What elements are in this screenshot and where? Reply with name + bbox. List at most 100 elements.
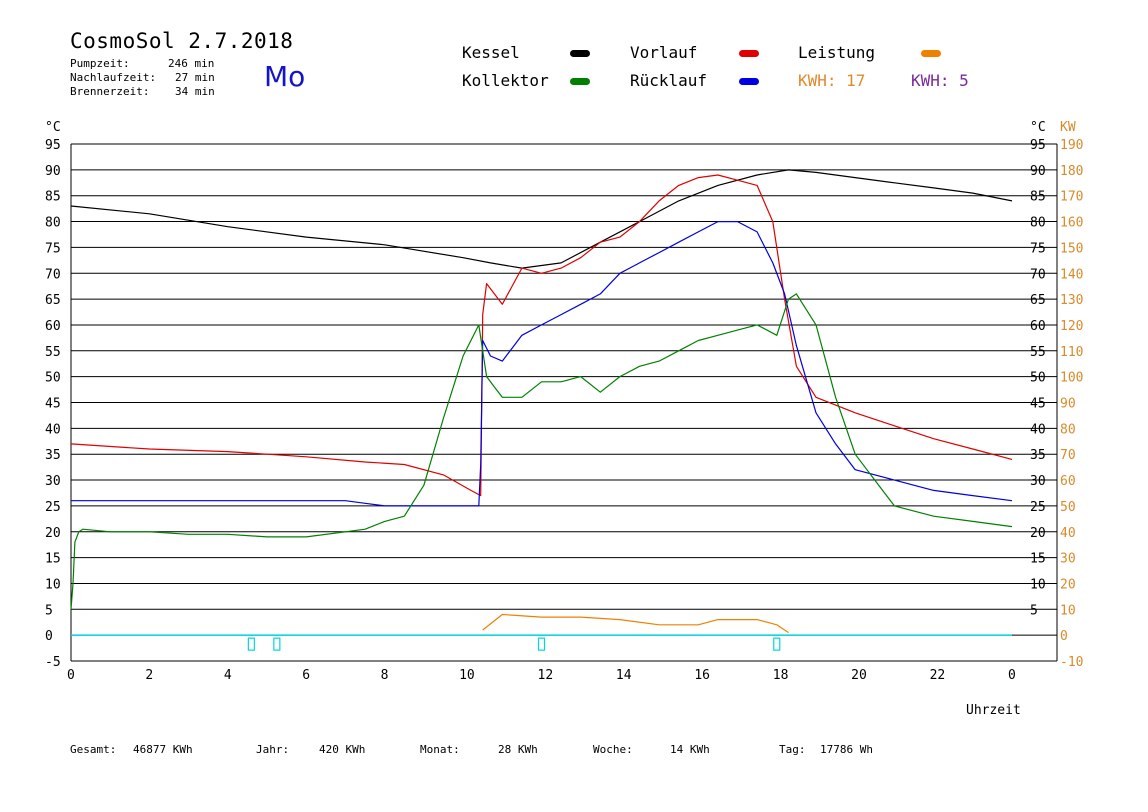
y-tick-left: 55 [45,345,61,360]
y-tick-right: 70 [1030,267,1046,282]
kw-tick: 160 [1060,216,1083,231]
x-tick: 2 [145,668,153,683]
x-tick: 18 [773,668,789,683]
y-tick-right: 20 [1030,526,1046,541]
legend-swatch-ruecklauf [739,78,759,85]
y-tick-left: 45 [45,397,61,412]
stat-value-pumpzeit: 246 min [168,57,215,70]
y-tick-right: 85 [1030,190,1046,205]
pump-marker [537,637,546,651]
kw-tick: 150 [1060,241,1083,256]
y-tick-left: 15 [45,552,61,567]
series-line-kessel [70,169,1013,269]
footer-tag-value: 17786 Wh [820,743,873,756]
y-tick-right: 45 [1030,397,1046,412]
series-line-vorlauf [70,174,1013,497]
x-tick: 16 [694,668,710,683]
kw-tick: 120 [1060,319,1083,334]
y-tick-left: 5 [45,603,53,618]
y-tick-left: 25 [45,500,61,515]
legend-swatch-vorlauf [739,50,759,57]
y-tick-left: -5 [45,655,61,670]
kw-tick: 90 [1060,397,1076,412]
legend-label-kessel: Kessel [462,43,520,62]
kw-tick: 20 [1060,577,1076,592]
x-tick: 6 [302,668,310,683]
y-tick-right: 75 [1030,241,1046,256]
x-tick: 8 [381,668,389,683]
y-tick-right: 55 [1030,345,1046,360]
app-title: CosmoSol 2.7.2018 [70,29,294,53]
kw-axis-unit: KW [1060,120,1076,135]
y-tick-right: 90 [1030,164,1046,179]
x-tick: 22 [930,668,946,683]
kw-tick: 50 [1060,500,1076,515]
y-tick-right: 35 [1030,448,1046,463]
y-tick-right: 50 [1030,371,1046,386]
legend-swatch-leistung [921,50,941,57]
y-tick-right: 25 [1030,500,1046,515]
kw-tick: 140 [1060,267,1083,282]
kw-tick: 30 [1060,552,1076,567]
series-line-leistung [482,613,789,634]
y-tick-left: 65 [45,293,61,308]
y-tick-left: 75 [45,241,61,256]
y-tick-right: 60 [1030,319,1046,334]
y-tick-left: 20 [45,526,61,541]
series-line-kollektor [70,293,1013,610]
y-axis-unit-left: °C [45,120,61,135]
kw-tick: 80 [1060,422,1076,437]
kw-tick: 70 [1060,448,1076,463]
kw-tick: 60 [1060,474,1076,489]
y-tick-left: 10 [45,577,61,592]
series-line-ruecklauf [71,221,1013,507]
x-tick: 20 [851,668,867,683]
footer-monat-value: 28 KWh [498,743,538,756]
pump-marker [773,637,781,651]
y-tick-right: 5 [1030,603,1038,618]
pump-marker [273,637,281,651]
x-tick: 0 [1008,668,1016,683]
kw-tick: 100 [1060,371,1083,386]
y-tick-left: 50 [45,371,61,386]
y-tick-right: 40 [1030,422,1046,437]
y-axis-unit-right: °C [1030,120,1046,135]
kw-tick: 190 [1060,138,1083,153]
kwh-total-orange: KWH: 17 [798,71,866,90]
legend-label-ruecklauf: Rücklauf [630,71,708,90]
footer-gesamt-label: Gesamt: [70,743,117,756]
y-tick-left: 95 [45,138,61,153]
y-tick-right: 30 [1030,474,1046,489]
footer-gesamt-value: 46877 KWh [133,743,193,756]
weekday-label: Mo [264,60,306,93]
kw-tick: 10 [1060,603,1076,618]
x-tick: 10 [459,668,475,683]
y-tick-left: 60 [45,319,61,334]
x-axis-label: Uhrzeit [966,703,1021,718]
y-tick-left: 0 [45,629,53,644]
x-tick: 12 [538,668,554,683]
y-tick-left: 85 [45,190,61,205]
footer-tag-label: Tag: [779,743,806,756]
y-tick-right: 10 [1030,577,1046,592]
y-tick-left: 40 [45,422,61,437]
legend-swatch-kollektor [570,78,590,85]
y-tick-right: 80 [1030,216,1046,231]
kw-tick: 170 [1060,190,1083,205]
pump-marker [247,637,255,651]
footer-jahr-label: Jahr: [256,743,290,756]
footer-woche-value: 14 KWh [670,743,710,756]
y-tick-left: 70 [45,267,61,282]
y-tick-left: 90 [45,164,61,179]
stat-label-nachlaufzeit: Nachlaufzeit: [70,71,157,84]
footer-woche-label: Woche: [593,743,633,756]
x-tick: 4 [224,668,232,683]
kw-tick: 180 [1060,164,1083,179]
x-tick: 14 [616,668,632,683]
footer-jahr-value: 420 KWh [319,743,366,756]
x-tick: 0 [67,668,75,683]
stat-label-pumpzeit: Pumpzeit: [70,57,130,70]
y-tick-left: 30 [45,474,61,489]
kw-tick: 40 [1060,526,1076,541]
